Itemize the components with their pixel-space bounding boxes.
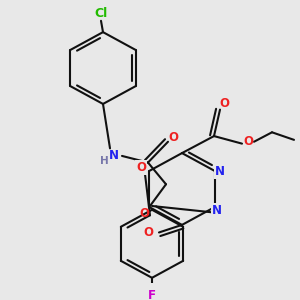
Text: H: H bbox=[100, 156, 108, 166]
Text: O: O bbox=[219, 98, 229, 110]
Text: O: O bbox=[168, 131, 178, 145]
Text: N: N bbox=[212, 204, 222, 217]
Text: O: O bbox=[143, 226, 153, 239]
Text: O: O bbox=[243, 135, 253, 148]
Text: O: O bbox=[136, 161, 146, 174]
Text: O: O bbox=[139, 207, 149, 220]
Text: Cl: Cl bbox=[94, 7, 108, 20]
Text: N: N bbox=[215, 164, 225, 178]
Text: F: F bbox=[148, 289, 156, 300]
Text: N: N bbox=[109, 149, 119, 162]
